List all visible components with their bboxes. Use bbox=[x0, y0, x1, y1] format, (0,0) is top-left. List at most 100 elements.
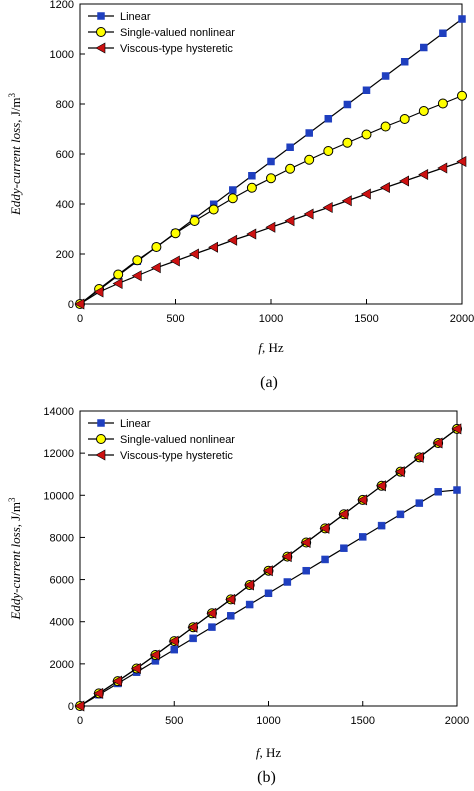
data-point bbox=[304, 154, 315, 165]
data-point bbox=[357, 494, 368, 506]
data-point bbox=[305, 129, 313, 137]
data-point bbox=[319, 522, 330, 534]
data-point bbox=[323, 146, 334, 156]
y-tick-label: 1000 bbox=[50, 49, 74, 61]
data-point bbox=[415, 499, 424, 507]
data-point bbox=[342, 137, 353, 148]
data-point bbox=[399, 114, 410, 124]
y-tick-label: 8000 bbox=[50, 532, 74, 544]
data-point bbox=[149, 649, 160, 661]
chart-panel-a: 0 500 1000 1500 2000020040060080010001200f, … bbox=[7, 0, 474, 391]
panel-caption: (b) bbox=[257, 769, 276, 786]
data-point bbox=[341, 195, 352, 207]
data-point bbox=[375, 480, 386, 492]
data-point bbox=[281, 551, 292, 563]
data-point bbox=[74, 700, 85, 712]
y-axis-label-unit: , J/m bbox=[8, 97, 23, 122]
data-point bbox=[170, 645, 178, 654]
legend-label: Single-valued nonlinear bbox=[120, 434, 235, 446]
legend: Linear Single-valued nonlinear Viscous-typ… bbox=[88, 418, 235, 462]
x-tick-label: 1000 bbox=[259, 313, 283, 325]
x-tick-label: 2000 bbox=[450, 313, 474, 325]
y-tick-label: 200 bbox=[56, 249, 74, 261]
legend-label: Linear bbox=[120, 418, 151, 430]
data-point bbox=[229, 186, 237, 194]
x-tick-label: 1500 bbox=[351, 715, 375, 727]
data-point bbox=[267, 157, 275, 166]
data-point bbox=[457, 90, 467, 101]
data-point bbox=[262, 565, 273, 577]
data-point bbox=[453, 486, 461, 494]
data-point bbox=[303, 208, 314, 220]
data-point bbox=[112, 277, 123, 290]
data-point bbox=[150, 262, 161, 274]
data-point bbox=[93, 687, 104, 699]
series-triangle-left bbox=[74, 155, 467, 310]
data-point bbox=[130, 662, 141, 675]
y-tick-label: 12000 bbox=[43, 448, 74, 460]
data-point bbox=[170, 228, 181, 239]
series-square bbox=[76, 486, 461, 710]
y-tick-label: 10000 bbox=[43, 490, 74, 502]
y-axis-label-superscript: 3 bbox=[7, 497, 17, 502]
data-point bbox=[208, 241, 218, 253]
x-axis-label-unit: , Hz bbox=[259, 745, 281, 760]
x-tick-label: 0 bbox=[77, 313, 83, 325]
data-point bbox=[400, 58, 409, 66]
data-point bbox=[151, 242, 162, 252]
data-point bbox=[132, 255, 143, 266]
chart-panel-b: 0 500 1000 1500 2000 0 2000 4000 6000 8000 10000 12… bbox=[7, 406, 469, 786]
data-point bbox=[340, 544, 348, 552]
data-point bbox=[456, 155, 467, 168]
x-tick-label: 1000 bbox=[256, 715, 280, 727]
data-point bbox=[74, 298, 85, 310]
data-point bbox=[379, 181, 390, 194]
data-point bbox=[381, 72, 390, 80]
data-point bbox=[437, 98, 448, 109]
series-circle bbox=[75, 90, 467, 309]
data-point bbox=[324, 115, 333, 123]
y-tick-label: 800 bbox=[56, 99, 74, 111]
legend-marker bbox=[95, 42, 106, 54]
data-point bbox=[360, 188, 371, 200]
legend-marker bbox=[97, 12, 105, 20]
data-point bbox=[418, 168, 429, 181]
data-point bbox=[227, 193, 238, 204]
legend-label: Linear bbox=[120, 11, 151, 23]
data-point bbox=[432, 437, 443, 449]
data-point bbox=[338, 508, 349, 520]
data-point bbox=[283, 578, 292, 586]
x-tick-label: 500 bbox=[165, 715, 183, 727]
legend-marker bbox=[96, 27, 106, 37]
data-point bbox=[265, 221, 276, 233]
data-point bbox=[302, 566, 310, 575]
data-point bbox=[362, 86, 371, 94]
y-tick-label: 6000 bbox=[50, 575, 74, 587]
x-tick-label: 0 bbox=[77, 715, 83, 727]
legend-marker bbox=[97, 419, 105, 427]
y-tick-label: 14000 bbox=[43, 406, 74, 418]
data-point bbox=[437, 162, 448, 174]
x-tick-label: 500 bbox=[166, 313, 184, 325]
data-point bbox=[189, 216, 200, 226]
y-axis-label: Eddy-current loss, J/m3 bbox=[7, 92, 23, 216]
data-point bbox=[286, 143, 294, 151]
y-tick-label: 600 bbox=[56, 149, 74, 161]
y-tick-label: 0 bbox=[68, 701, 74, 713]
y-tick-label: 4000 bbox=[50, 617, 74, 629]
y-axis-label: Eddy-current loss, J/m3 bbox=[7, 497, 23, 621]
y-tick-label: 1200 bbox=[50, 0, 74, 11]
legend-label: Viscous-type hysteretic bbox=[120, 43, 233, 55]
x-axis-label-unit: , Hz bbox=[262, 340, 284, 355]
legend-label: Viscous-type hysteretic bbox=[120, 450, 233, 462]
data-point bbox=[396, 510, 405, 519]
data-point bbox=[418, 106, 429, 116]
data-point bbox=[321, 555, 329, 564]
data-point bbox=[188, 248, 199, 260]
data-point bbox=[189, 634, 197, 643]
data-point bbox=[245, 600, 254, 609]
data-point bbox=[434, 488, 442, 496]
data-point bbox=[322, 201, 333, 214]
data-point bbox=[227, 612, 235, 620]
data-point bbox=[246, 228, 257, 240]
